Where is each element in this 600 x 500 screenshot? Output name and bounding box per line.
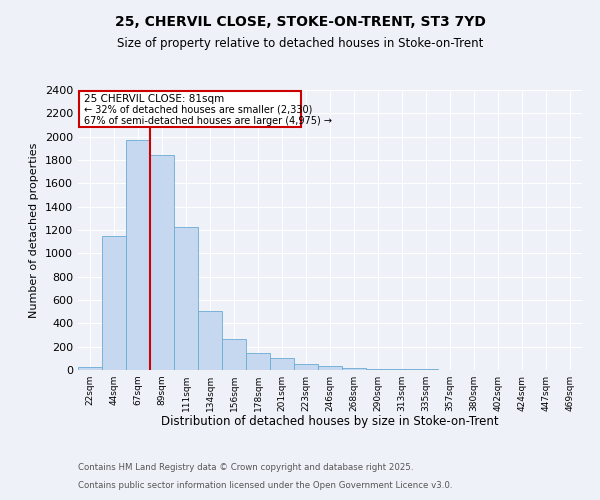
Bar: [222, 338, 246, 370]
X-axis label: Distribution of detached houses by size in Stoke-on-Trent: Distribution of detached houses by size …: [161, 416, 499, 428]
Bar: [78, 366, 102, 370]
Bar: [318, 366, 342, 370]
Bar: [366, 368, 390, 370]
Bar: [294, 364, 318, 370]
Bar: [126, 140, 150, 370]
Bar: [150, 155, 174, 370]
Bar: [246, 352, 270, 370]
Text: 25, CHERVIL CLOSE, STOKE-ON-TRENT, ST3 7YD: 25, CHERVIL CLOSE, STOKE-ON-TRENT, ST3 7…: [115, 15, 485, 29]
FancyBboxPatch shape: [79, 91, 301, 128]
Text: 25 CHERVIL CLOSE: 81sqm: 25 CHERVIL CLOSE: 81sqm: [84, 94, 224, 104]
Bar: [390, 369, 414, 370]
Bar: [270, 358, 294, 370]
Bar: [102, 236, 126, 370]
Text: 67% of semi-detached houses are larger (4,975) →: 67% of semi-detached houses are larger (…: [84, 116, 332, 126]
Text: ← 32% of detached houses are smaller (2,330): ← 32% of detached houses are smaller (2,…: [84, 104, 313, 115]
Text: Size of property relative to detached houses in Stoke-on-Trent: Size of property relative to detached ho…: [117, 38, 483, 51]
Bar: [174, 226, 198, 370]
Bar: [342, 368, 366, 370]
Bar: [198, 310, 222, 370]
Text: Contains public sector information licensed under the Open Government Licence v3: Contains public sector information licen…: [78, 481, 452, 490]
Y-axis label: Number of detached properties: Number of detached properties: [29, 142, 40, 318]
Text: Contains HM Land Registry data © Crown copyright and database right 2025.: Contains HM Land Registry data © Crown c…: [78, 464, 413, 472]
